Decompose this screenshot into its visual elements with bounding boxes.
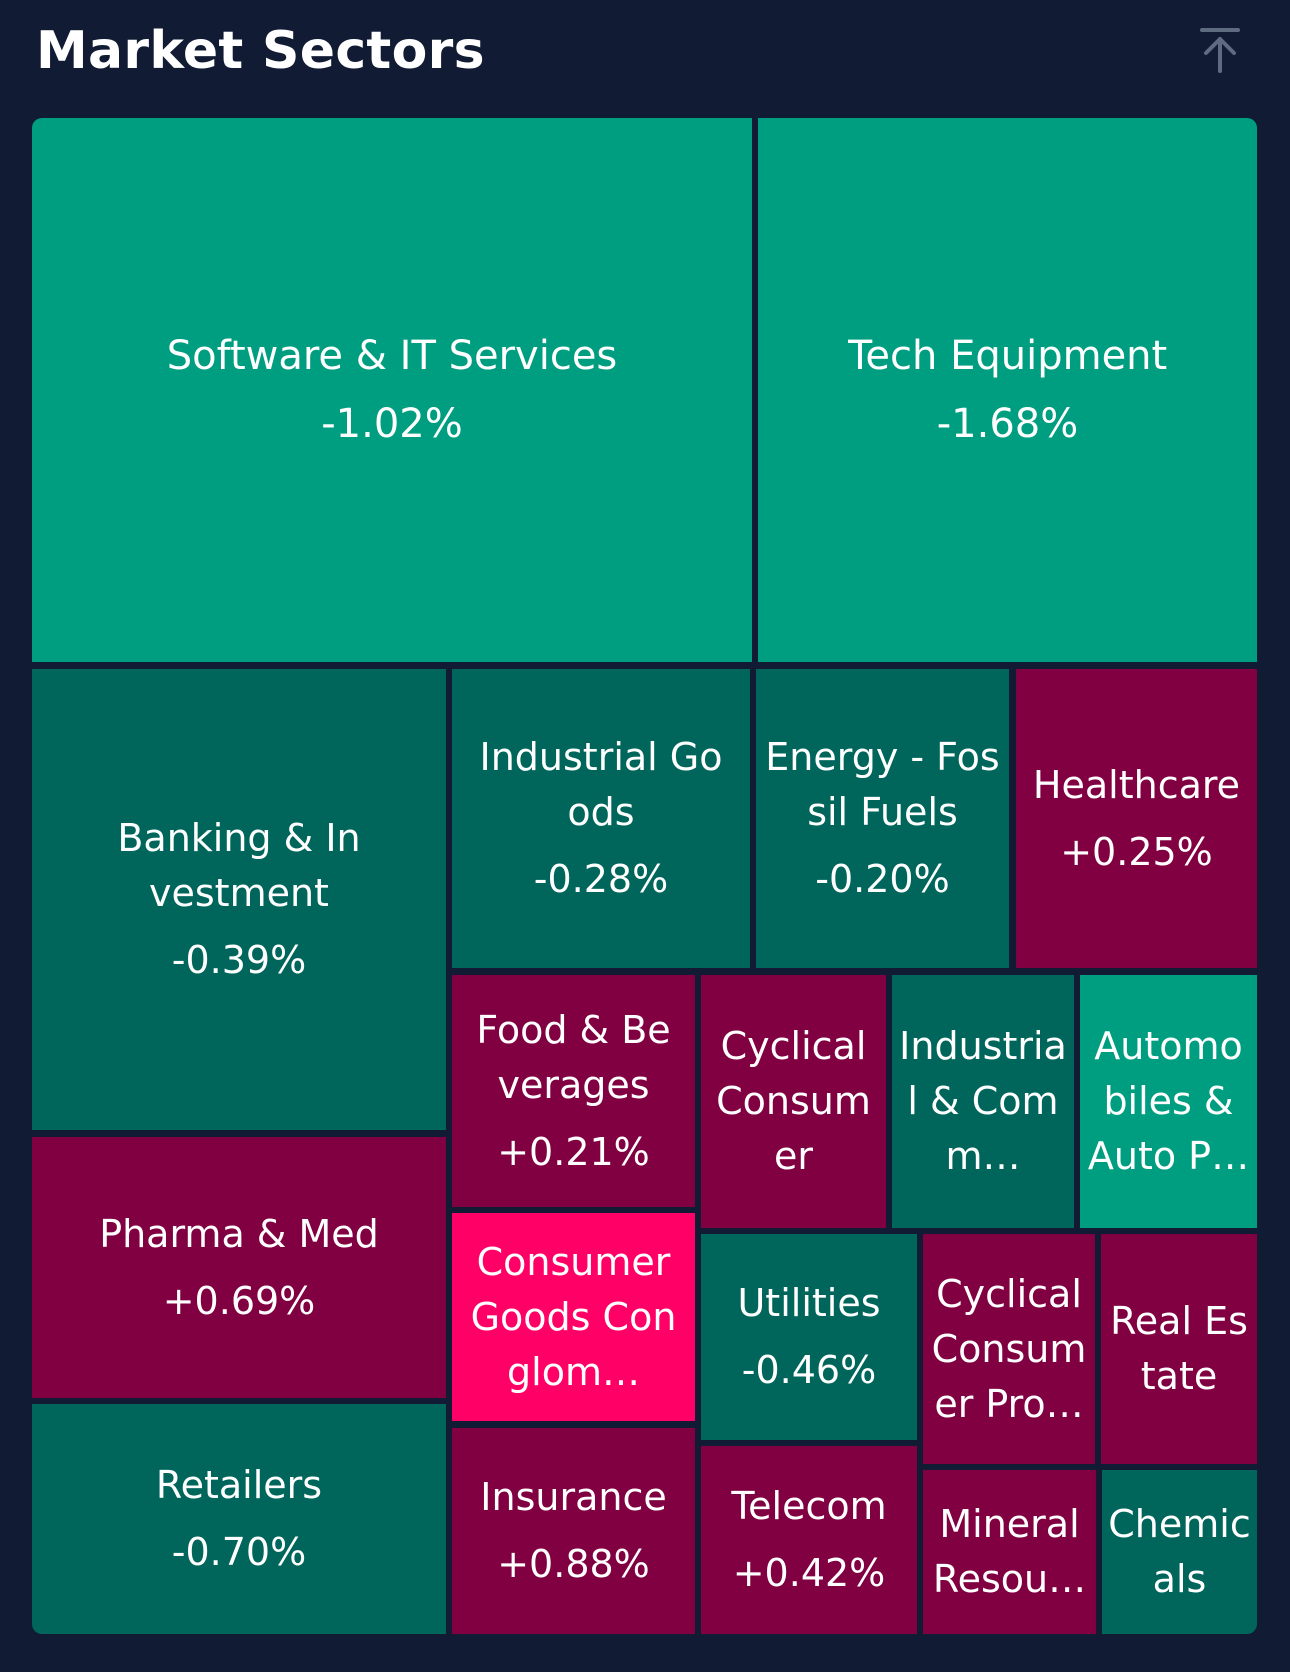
sector-name: Utilities: [737, 1281, 881, 1325]
sector-change: -0.28%: [533, 857, 669, 901]
sector-name: Retailers: [155, 1463, 323, 1507]
sector-change: -0.20%: [815, 857, 950, 901]
sector-tile[interactable]: Utilities -0.46%: [701, 1234, 917, 1440]
sector-name: Energy - Fossil Fuels: [765, 735, 1000, 834]
sector-name: Pharma & Med: [99, 1211, 379, 1256]
sector-tile[interactable]: Food & Beverages +0.21%: [452, 975, 695, 1207]
sector-name: Banking & Investment: [117, 816, 361, 915]
sector-name: Software & IT Services: [166, 333, 618, 379]
sector-tile[interactable]: Telecom +0.42%: [701, 1446, 917, 1634]
sector-tile[interactable]: Industrial Goods -0.28%: [452, 669, 750, 968]
page-title: Market Sectors: [36, 21, 485, 81]
sector-tile[interactable]: Real Estate: [1101, 1234, 1257, 1464]
sector-name: Tech Equipment: [847, 333, 1168, 379]
sector-tile[interactable]: Consumer Goods Conglom…: [452, 1213, 695, 1421]
sector-tile[interactable]: Healthcare +0.25%: [1016, 669, 1257, 968]
sector-name: Cyclical Consumer Pro…: [931, 1271, 1087, 1426]
sector-change: -0.46%: [741, 1348, 877, 1392]
sector-change: +0.25%: [1060, 829, 1213, 874]
sector-tile[interactable]: Pharma & Med +0.69%: [32, 1137, 446, 1398]
sector-change: -0.39%: [171, 938, 307, 982]
sector-name: Mineral Resou…: [932, 1502, 1087, 1601]
sector-tile[interactable]: Energy - Fossil Fuels -0.20%: [756, 669, 1009, 968]
sector-name: Insurance: [480, 1475, 667, 1519]
sector-change: +0.69%: [162, 1278, 316, 1323]
sector-tile[interactable]: Tech Equipment -1.68%: [758, 118, 1257, 662]
sector-name: Chemicals: [1108, 1502, 1251, 1601]
sector-tile[interactable]: Software & IT Services -1.02%: [32, 118, 752, 662]
sector-tile[interactable]: Retailers -0.70%: [32, 1404, 446, 1634]
sector-tile[interactable]: Mineral Resou…: [923, 1470, 1096, 1634]
sector-tile[interactable]: Automobiles & Auto P…: [1080, 975, 1257, 1228]
sector-change: -1.02%: [321, 401, 463, 447]
sector-tile[interactable]: Industrial & Comm…: [892, 975, 1074, 1228]
sector-name: Food & Beverages: [476, 1007, 671, 1107]
sector-tile[interactable]: Banking & Investment -0.39%: [32, 669, 446, 1130]
sector-tile[interactable]: Cyclical Consumer Pro…: [923, 1234, 1095, 1464]
sector-tile[interactable]: Cyclical Consumer: [701, 975, 886, 1228]
sector-name: Consumer Goods Conglom…: [470, 1239, 677, 1394]
sector-name: Automobiles & Auto P…: [1087, 1024, 1250, 1178]
scroll-to-top-button[interactable]: [1190, 20, 1250, 80]
sector-change: +0.42%: [732, 1551, 886, 1595]
sector-change: +0.88%: [497, 1542, 650, 1586]
sector-name: Industrial & Comm…: [899, 1024, 1067, 1178]
sector-name: Healthcare: [1032, 762, 1241, 807]
sector-change: -1.68%: [936, 401, 1079, 447]
sector-tile[interactable]: Chemicals: [1102, 1470, 1257, 1634]
sector-name: Real Estate: [1110, 1299, 1248, 1398]
sector-name: Industrial Goods: [479, 735, 723, 834]
arrow-up-to-line-icon: [1200, 28, 1240, 73]
sector-change: -0.70%: [171, 1530, 307, 1574]
sector-tile[interactable]: Insurance +0.88%: [452, 1428, 695, 1634]
sector-name: Telecom: [731, 1484, 887, 1528]
sector-name: Cyclical Consumer: [716, 1024, 871, 1178]
sector-change: +0.21%: [497, 1129, 650, 1174]
